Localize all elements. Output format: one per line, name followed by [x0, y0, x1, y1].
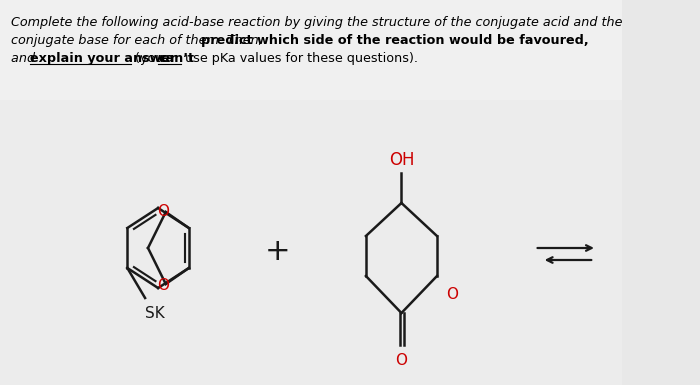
Text: O: O	[446, 287, 458, 302]
Text: can’t: can’t	[158, 52, 194, 65]
Text: O: O	[157, 278, 169, 293]
Text: O: O	[157, 204, 169, 219]
Text: O: O	[395, 353, 407, 368]
Text: OH: OH	[389, 151, 414, 169]
FancyBboxPatch shape	[0, 0, 622, 100]
Text: explain your answer: explain your answer	[30, 52, 176, 65]
Text: +: +	[265, 238, 290, 266]
FancyBboxPatch shape	[0, 100, 622, 385]
Text: use pKa values for these questions).: use pKa values for these questions).	[181, 52, 418, 65]
Text: SK: SK	[145, 306, 164, 321]
Text: Complete the following acid-base reaction by giving the structure of the conjuga: Complete the following acid-base reactio…	[10, 16, 622, 29]
Text: (you: (you	[132, 52, 168, 65]
Text: conjugate base for each of them. Then,: conjugate base for each of them. Then,	[10, 34, 267, 47]
Text: predict which side of the reaction would be favoured,: predict which side of the reaction would…	[201, 34, 588, 47]
Text: and: and	[10, 52, 38, 65]
